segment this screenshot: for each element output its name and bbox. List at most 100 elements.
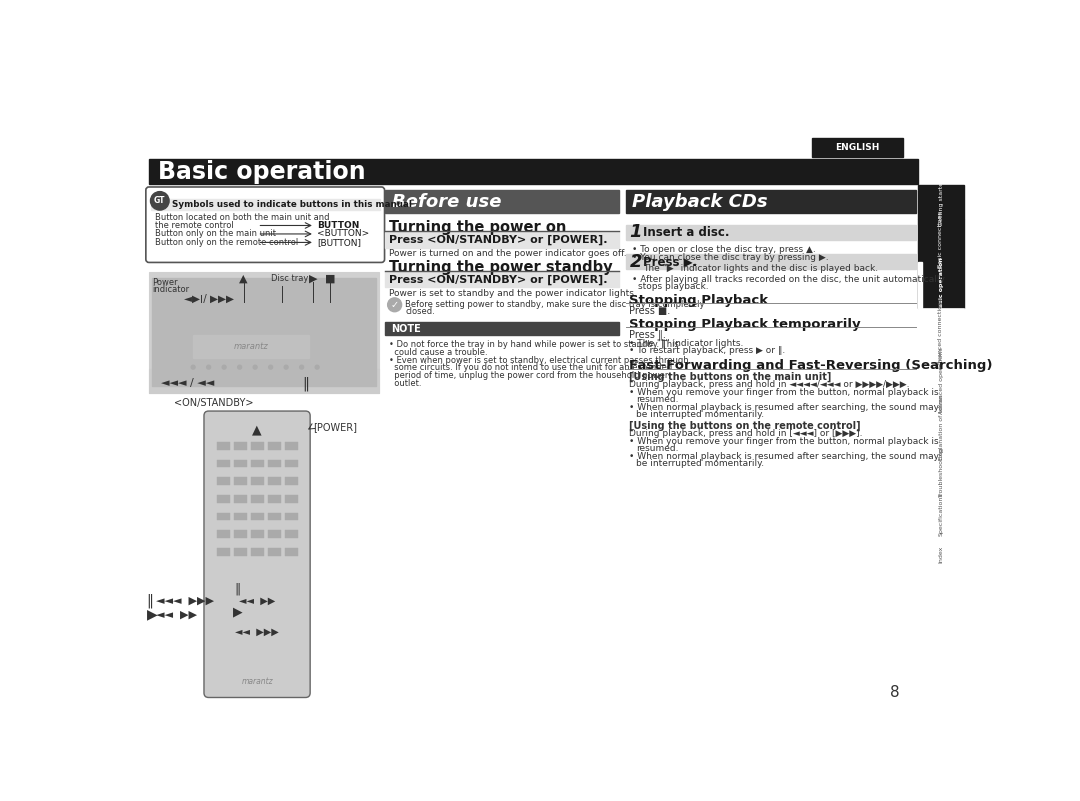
Text: 1: 1 <box>630 223 642 241</box>
Text: During playback, press and hold in [◄◄◄] or [▶▶▶].: During playback, press and hold in [◄◄◄]… <box>630 429 863 438</box>
Bar <box>268 460 281 467</box>
Bar <box>193 335 309 358</box>
Bar <box>217 513 230 521</box>
Text: marantz: marantz <box>241 677 273 686</box>
Bar <box>252 548 264 556</box>
Bar <box>234 460 246 467</box>
Text: • Do not force the tray in by hand while power is set to standby. This: • Do not force the tray in by hand while… <box>389 340 679 349</box>
Text: Basic connections: Basic connections <box>939 211 944 268</box>
Bar <box>252 495 264 503</box>
Bar <box>386 322 619 335</box>
Text: resumed.: resumed. <box>636 445 678 453</box>
Text: ▲: ▲ <box>253 423 261 436</box>
Text: Press ‖.: Press ‖. <box>630 329 666 340</box>
Text: • The "‖" indicator lights.: • The "‖" indicator lights. <box>630 339 744 348</box>
Text: Power is turned on and the power indicator goes off.: Power is turned on and the power indicat… <box>389 249 626 259</box>
Text: Stopping Playback temporarily: Stopping Playback temporarily <box>630 317 861 331</box>
Text: ‖: ‖ <box>302 376 309 391</box>
Text: ◄◄  ▶▶▶: ◄◄ ▶▶▶ <box>235 626 279 636</box>
Text: [Using the buttons on the main unit]: [Using the buttons on the main unit] <box>630 372 832 381</box>
Bar <box>625 225 916 240</box>
Bar <box>234 477 246 485</box>
Bar <box>918 535 964 574</box>
Bar <box>252 460 264 467</box>
Text: resumed.: resumed. <box>636 395 678 404</box>
Bar <box>234 495 246 503</box>
Text: ‖: ‖ <box>147 594 153 608</box>
Text: Advanced connections: Advanced connections <box>939 297 944 368</box>
Text: <ON/STANDBY>: <ON/STANDBY> <box>174 397 253 408</box>
Bar <box>252 442 264 449</box>
Circle shape <box>269 365 272 369</box>
Bar <box>285 442 298 449</box>
Text: Symbols used to indicate buttons in this manual: Symbols used to indicate buttons in this… <box>172 200 413 209</box>
Text: ◄◄◄  ▶▶▶: ◄◄◄ ▶▶▶ <box>156 595 214 606</box>
Text: Fast-Forwarding and Fast-Reversing (Searching): Fast-Forwarding and Fast-Reversing (Sear… <box>630 359 993 372</box>
Text: [POWER]: [POWER] <box>313 422 357 433</box>
Text: • When normal playback is resumed after searching, the sound may: • When normal playback is resumed after … <box>630 403 940 412</box>
Text: marantz: marantz <box>234 342 269 351</box>
Bar <box>918 262 964 308</box>
Bar <box>625 254 916 269</box>
Text: Turning the power standby: Turning the power standby <box>389 260 612 275</box>
Bar <box>268 495 281 503</box>
Text: [Using the buttons on the remote control]: [Using the buttons on the remote control… <box>630 421 861 431</box>
Text: ▶: ▶ <box>147 607 158 622</box>
Bar <box>268 513 281 521</box>
Text: be interrupted momentarily.: be interrupted momentarily. <box>636 459 764 468</box>
Text: • To open or close the disc tray, press ▲.: • To open or close the disc tray, press … <box>632 245 815 254</box>
Text: Playback CDs: Playback CDs <box>632 192 768 211</box>
Bar <box>152 278 376 386</box>
Bar <box>252 477 264 485</box>
Text: Button located on both the main unit and: Button located on both the main unit and <box>156 212 329 222</box>
Bar <box>918 308 964 358</box>
Circle shape <box>222 365 226 369</box>
Text: BUTTON: BUTTON <box>318 221 360 230</box>
Bar <box>150 199 380 210</box>
Bar <box>918 493 964 535</box>
Bar <box>918 358 964 405</box>
Circle shape <box>191 365 195 369</box>
Text: Before use: Before use <box>392 192 501 211</box>
Text: Insert a disc.: Insert a disc. <box>643 226 729 239</box>
Text: Power is set to standby and the power indicator lights.: Power is set to standby and the power in… <box>389 288 637 298</box>
Bar <box>268 530 281 538</box>
Bar <box>625 190 916 213</box>
Text: • After playing all tracks recorded on the disc, the unit automatically: • After playing all tracks recorded on t… <box>632 275 945 284</box>
Text: • When normal playback is resumed after searching, the sound may: • When normal playback is resumed after … <box>630 452 940 461</box>
Text: Power: Power <box>152 278 178 287</box>
Text: Specifications: Specifications <box>939 492 944 536</box>
Bar <box>252 513 264 521</box>
Circle shape <box>206 365 211 369</box>
Circle shape <box>253 365 257 369</box>
Text: 2: 2 <box>630 252 642 271</box>
Text: closed.: closed. <box>405 308 435 316</box>
Text: ✓: ✓ <box>391 300 399 310</box>
FancyBboxPatch shape <box>204 411 310 698</box>
Bar <box>234 530 246 538</box>
Text: ■: ■ <box>325 274 336 284</box>
Text: [BUTTON]: [BUTTON] <box>318 238 361 247</box>
FancyBboxPatch shape <box>146 187 384 263</box>
Text: <BUTTON>: <BUTTON> <box>318 229 369 239</box>
Text: Index: Index <box>939 545 944 563</box>
Text: ▶: ▶ <box>233 606 243 618</box>
Text: be interrupted momentarily.: be interrupted momentarily. <box>636 409 764 419</box>
Text: Getting started: Getting started <box>939 178 944 226</box>
Text: ▶: ▶ <box>309 274 318 284</box>
Bar <box>386 231 619 248</box>
Bar <box>149 159 918 184</box>
Bar <box>918 185 964 219</box>
Circle shape <box>238 365 242 369</box>
Text: Before setting power to standby, make sure the disc tray is completely: Before setting power to standby, make su… <box>405 300 705 309</box>
Text: The "▶" indicator lights and the disc is played back.: The "▶" indicator lights and the disc is… <box>643 264 878 273</box>
Bar <box>217 442 230 449</box>
Bar <box>268 442 281 449</box>
Text: • To restart playback, press ▶ or ‖.: • To restart playback, press ▶ or ‖. <box>630 347 786 356</box>
Text: the remote control: the remote control <box>156 221 234 230</box>
Bar <box>285 513 298 521</box>
Text: • When you remove your finger from the button, normal playback is: • When you remove your finger from the b… <box>630 388 940 397</box>
Text: ENGLISH: ENGLISH <box>835 143 879 152</box>
Text: ▲: ▲ <box>240 274 247 284</box>
Bar <box>149 272 379 392</box>
